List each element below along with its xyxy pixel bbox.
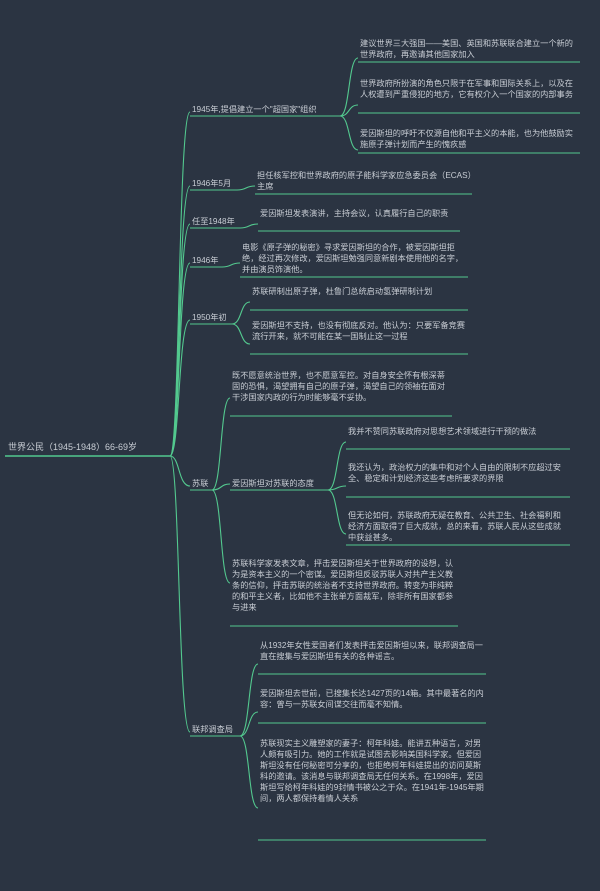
node-1946-5-a: 担任核军控和世界政府的原子能科学家应急委员会（ECAS）主席 (257, 170, 472, 192)
node-fbi: 联邦调查局 (192, 724, 233, 734)
node-1950-b: 爱因斯坦不支持，也没有彻底反对。他认为：只要军备竞赛流行开来，就不可能在某一国制… (252, 320, 467, 342)
node-sl-c: 苏联科学家发表文章，抨击爱因斯坦关于世界政府的设想，认为是资本主义的一个密谋。爱… (232, 558, 457, 613)
root-node: 世界公民（1945-1948）66-69岁 (8, 441, 137, 452)
node-1946-5: 1946年5月 (192, 178, 231, 188)
node-sl-b3: 但无论如何，苏联政府无疑在教育、公共卫生、社会福利和经济方面取得了巨大成就，总的… (348, 510, 568, 543)
mindmap-canvas: 世界公民（1945-1948）66-69岁 1945年,提倡建立一个"超国家"组… (0, 0, 600, 891)
node-sl-b1: 我并不赞同苏联政府对思想艺术领域进行干预的做法 (348, 426, 568, 437)
node-1945-a: 建议世界三大强国——美国、英国和苏联联合建立一个新的世界政府，再邀请其他国家加入 (360, 38, 580, 60)
node-1950: 1950年初 (192, 312, 227, 322)
node-1945-c: 爱因斯坦的呼吁不仅源自他和平主义的本能，也为他鼓励实施原子弹计划而产生的愧疚感 (360, 128, 580, 150)
node-fbi-c: 苏联现实主义雕塑家的妻子：柯年科娃。能讲五种语言，对男人颇有吸引力。她的工作就是… (260, 738, 485, 804)
root-links (170, 112, 190, 732)
node-sl-b2: 我还认为，政治权力的集中和对个人自由的限制不应超过安全、稳定和计划经济这些考虑所… (348, 462, 568, 484)
node-sl: 苏联 (192, 478, 208, 488)
node-sl-b: 爱因斯坦对苏联的态度 (232, 478, 314, 488)
node-1950-a: 苏联研制出原子弹，杜鲁门总统启动氢弹研制计划 (252, 286, 467, 297)
node-1946: 1946年 (192, 255, 218, 265)
node-1948: 任至1948年 (192, 216, 235, 226)
node-sl-a: 既不愿意统治世界，也不愿意军控。对自身安全怀有根深蒂固的恐惧，渴望拥有自己的原子… (232, 370, 452, 403)
node-1945: 1945年,提倡建立一个"超国家"组织 (192, 104, 317, 114)
node-fbi-b: 爱因斯坦去世前，已搜集长达1427页的14箱。其中最著名的内容：曾与一苏联女间谍… (260, 688, 485, 710)
node-fbi-a: 从1932年女性爱国者们发表抨击爱因斯坦以来，联邦调查局一直在搜集与爱因斯坦有关… (260, 640, 485, 662)
node-1945-b: 世界政府所扮演的角色只限于在军事和国际关系上，以及在人权遭到严重侵犯的地方，它有… (360, 78, 580, 100)
node-1948-a: 爱因斯坦发表演讲，主持会议，认真履行自己的职责 (260, 208, 460, 219)
node-1946-a: 电影《原子弹的秘密》寻求爱因斯坦的合作，被爱因斯坦拒绝，经过再次修改，爱因斯坦勉… (242, 242, 467, 275)
